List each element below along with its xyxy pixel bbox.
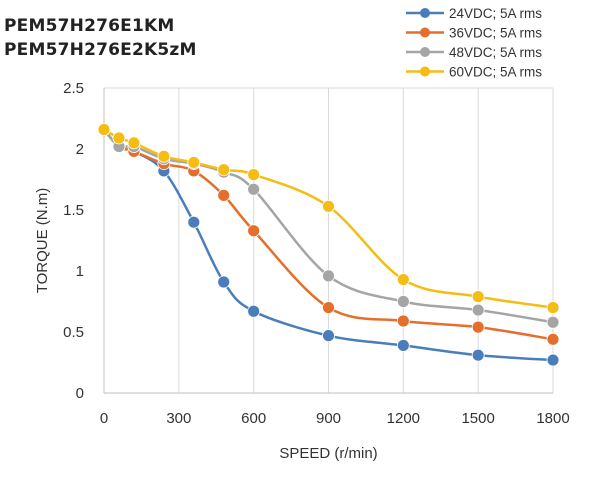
- y-tick-label-0: 0: [76, 385, 84, 402]
- legend-marker-3: [420, 66, 430, 77]
- series-2-point-9: [471, 303, 485, 317]
- series-3-point-1: [112, 131, 126, 145]
- tick-labels: 0 300 600 900 1200 1500 1800 0 0.5 1 1.5 2 2.5: [63, 80, 570, 427]
- legend-marker-0: [420, 8, 430, 18]
- grid-lines: [104, 87, 554, 393]
- y-axis-label: TORQUE (N.m): [34, 188, 51, 294]
- legend-marker-2: [420, 47, 430, 57]
- series-3-point-2: [127, 136, 141, 150]
- series-group: [97, 123, 560, 367]
- series-1-point-7: [322, 301, 335, 315]
- chart-title: PEM57H276E1KM PEM57H276E2K5zM: [4, 14, 197, 62]
- title-line-model-2: PEM57H276E2K5zM: [4, 40, 197, 60]
- series-1-point-8: [396, 314, 410, 328]
- legend-label-1: 36VDC; 5A rms: [449, 26, 542, 41]
- series-1-point-5: [217, 188, 231, 202]
- series-2-point-7: [322, 269, 335, 283]
- y-tick-label-5: 2.5: [63, 80, 84, 97]
- series-2-point-6: [247, 182, 261, 196]
- series-0-point-5: [217, 275, 231, 289]
- series-3-point-10: [546, 301, 560, 315]
- legend-label-2: 48VDC; 5A rms: [449, 45, 542, 60]
- x-tick-label-0: 0: [100, 410, 108, 427]
- series-3-point-4: [187, 156, 201, 169]
- legend: 24VDC; 5A rms 36VDC; 5A rms 48VDC; 5A rms 6…: [406, 6, 542, 80]
- y-tick-label-2: 1: [76, 263, 84, 280]
- x-tick-label-1800: 1800: [536, 410, 569, 427]
- y-tick-label-4: 2: [76, 141, 84, 158]
- series-3-point-7: [322, 199, 335, 213]
- series-3-point-0: [97, 123, 111, 136]
- series-2-point-8: [396, 295, 410, 308]
- title-line-model-1: PEM57H276E1KM: [4, 16, 175, 36]
- series-0-point-10: [546, 353, 560, 367]
- series-0-point-7: [322, 329, 335, 343]
- legend-label-3: 60VDC; 5A rms: [449, 65, 542, 80]
- y-tick-label-3: 1.5: [63, 202, 84, 219]
- series-1-point-10: [546, 332, 560, 346]
- legend-label-0: 24VDC; 5A rms: [449, 6, 542, 21]
- series-3-point-8: [396, 273, 410, 286]
- x-tick-label-1500: 1500: [461, 410, 494, 427]
- series-0-point-9: [471, 348, 485, 362]
- x-axis-label: SPEED (r/min): [279, 445, 377, 462]
- series-3-point-5: [217, 163, 231, 177]
- legend-marker-1: [420, 27, 430, 38]
- x-tick-label-600: 600: [241, 410, 266, 427]
- series-3-point-6: [247, 168, 261, 182]
- axes: [103, 88, 553, 394]
- series-1-point-9: [471, 320, 485, 334]
- series-2-point-10: [546, 315, 560, 329]
- series-3-point-3: [157, 149, 171, 163]
- series-0-point-4: [187, 215, 201, 229]
- series-0-point-8: [396, 339, 410, 352]
- x-tick-label-900: 900: [316, 410, 341, 427]
- x-tick-label-300: 300: [166, 410, 191, 427]
- x-tick-label-1200: 1200: [387, 410, 420, 427]
- series-0-point-6: [247, 304, 261, 318]
- y-tick-label-1: 0.5: [63, 324, 84, 341]
- series-3-point-9: [471, 290, 485, 304]
- series-1-point-6: [247, 224, 261, 238]
